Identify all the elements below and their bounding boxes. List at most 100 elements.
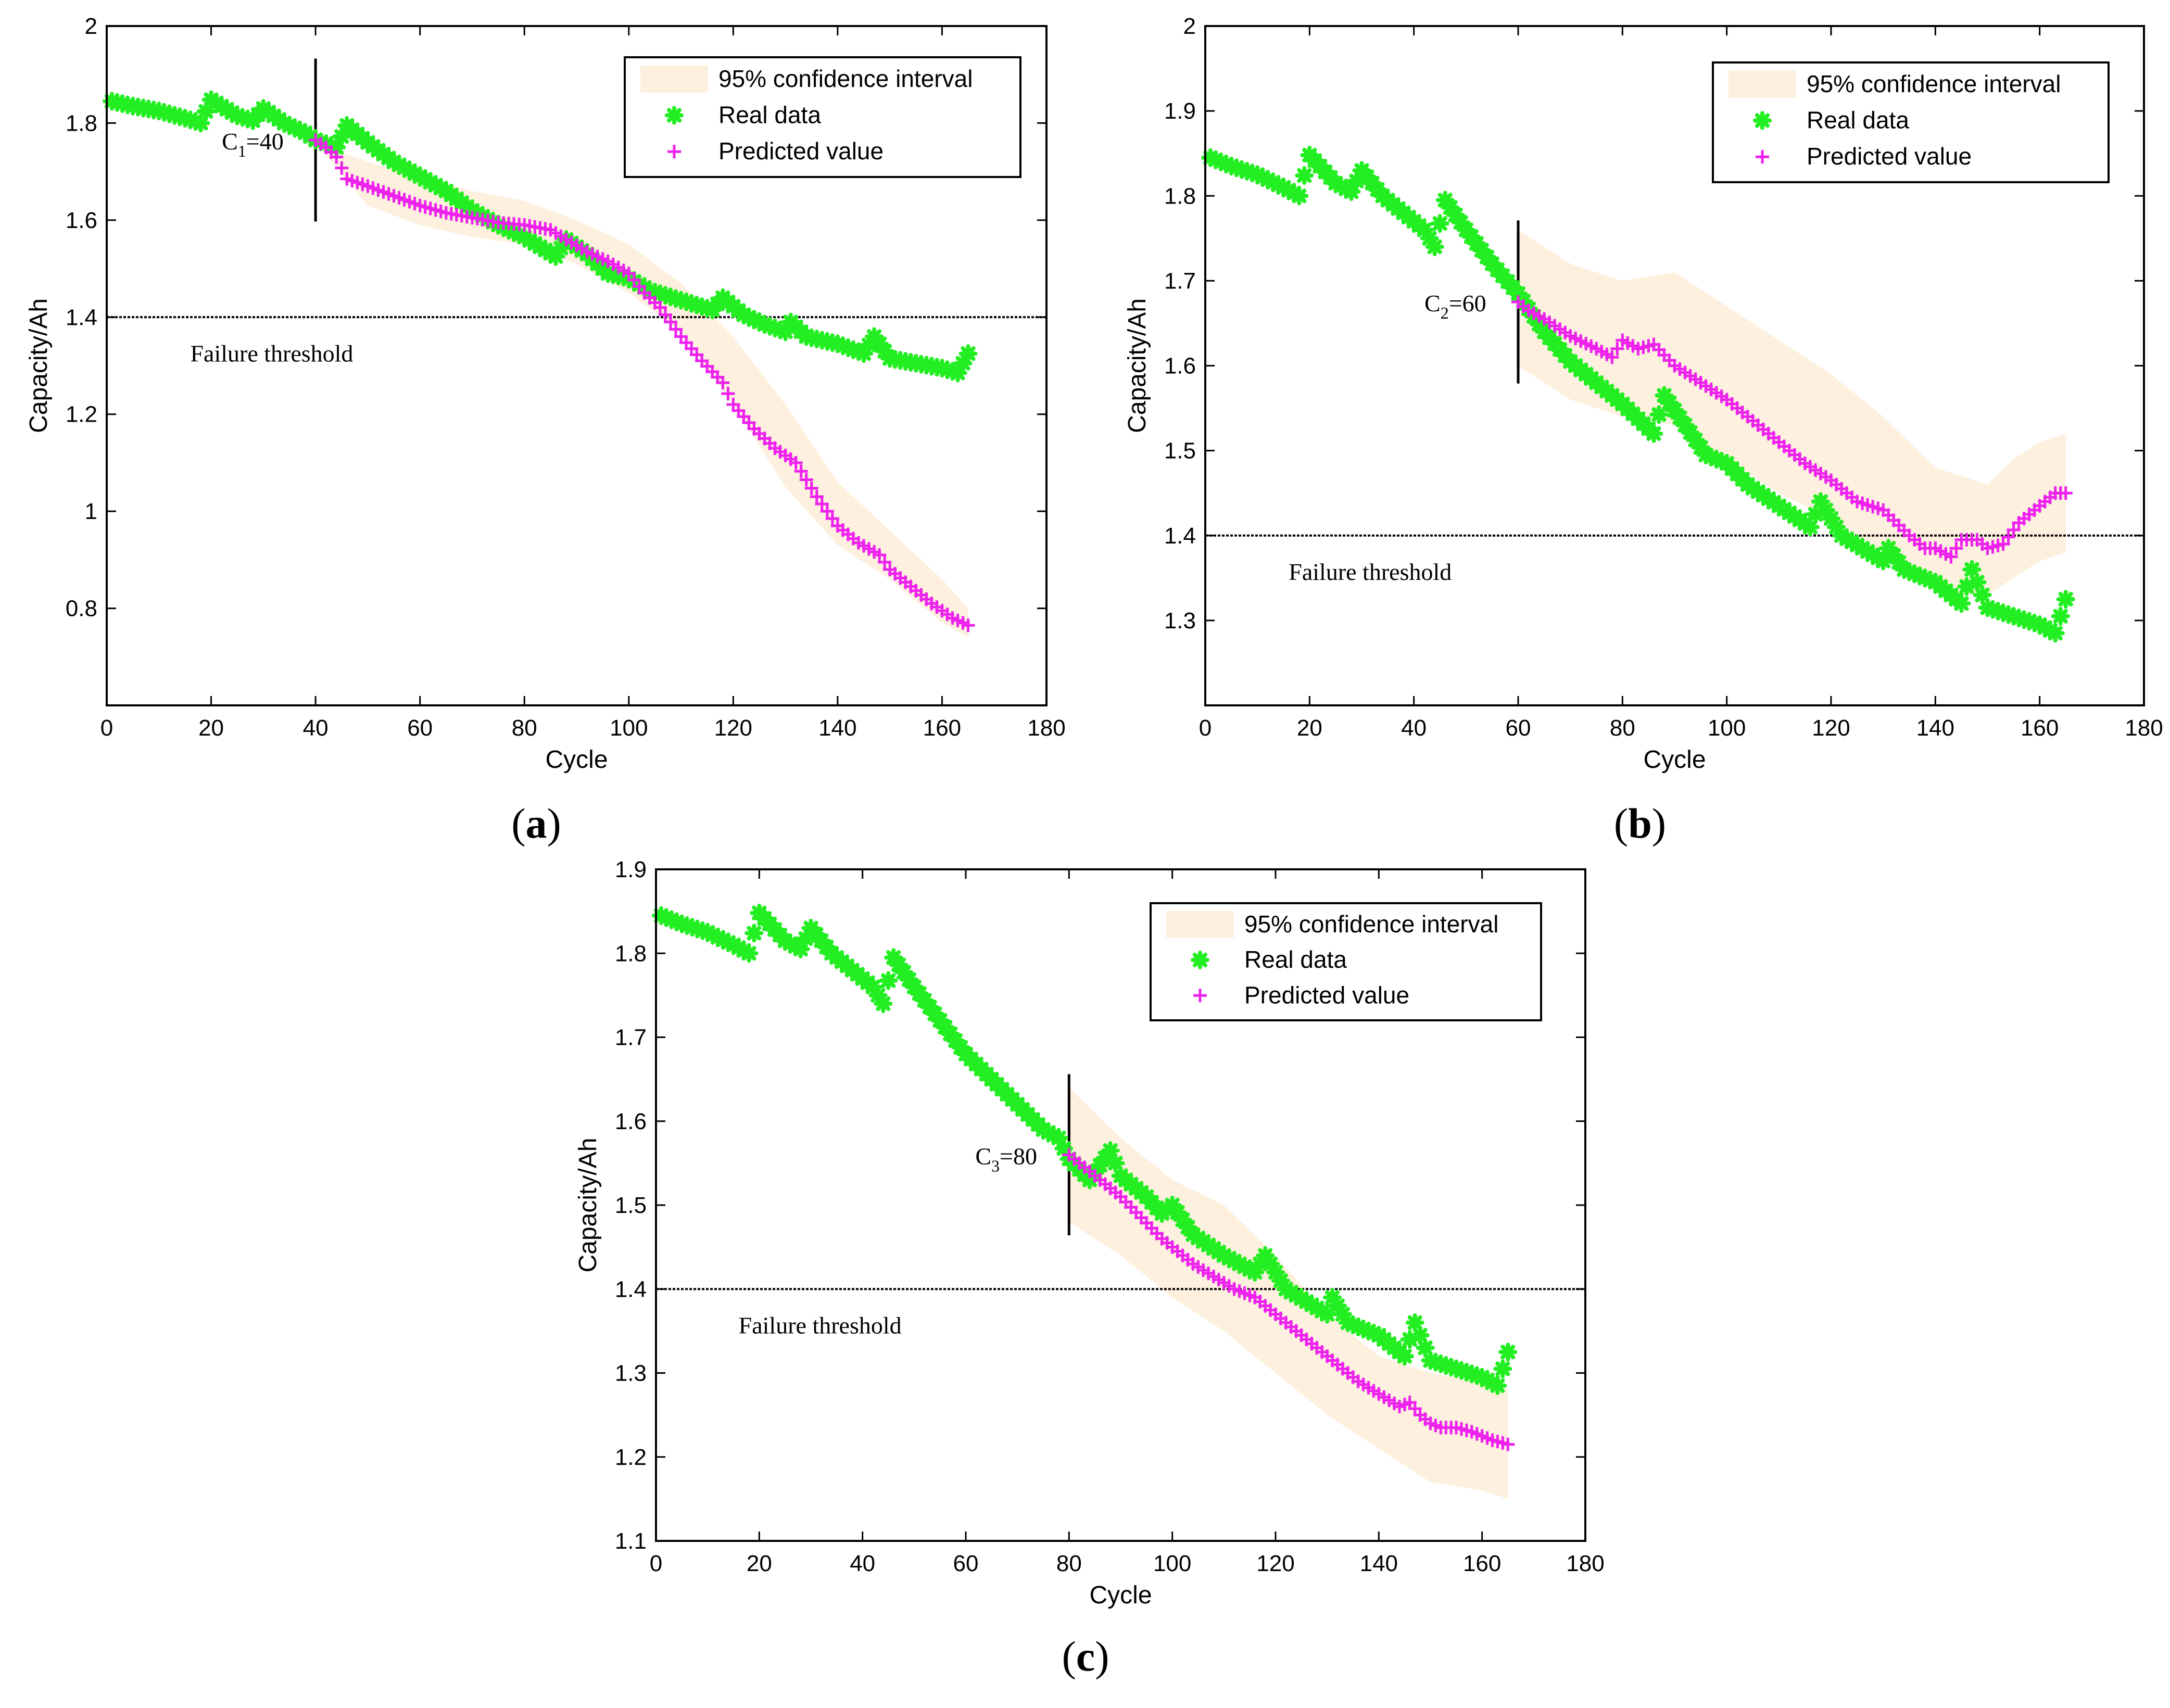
chart-b-real-point-66-stroke-2 — [1547, 336, 1562, 351]
chart-c-real-point-66-stroke-2 — [994, 1082, 1010, 1097]
chart-b-real-point-46-stroke-2 — [1443, 200, 1458, 215]
chart-a-real-point-52-stroke-3 — [376, 147, 391, 162]
chart-a-real-point-12-stroke-3 — [167, 108, 182, 123]
chart-c-real-point-133-stroke-3 — [1340, 1315, 1355, 1330]
chart-c-real-point-112 — [1230, 1254, 1249, 1273]
chart-b-real-point-66-stroke-3 — [1547, 336, 1562, 351]
chart-c-real-point-77-stroke-3 — [1051, 1130, 1066, 1146]
chart-b-real-point-88-stroke-3 — [1662, 395, 1677, 410]
chart-a-real-point-53-stroke-3 — [381, 150, 396, 166]
chart-b-real-point-136 — [1910, 566, 1929, 586]
chart-a-real-point-63-stroke-2 — [433, 181, 448, 196]
chart-a-pred-point-69 — [669, 322, 683, 336]
chart-c-real-point-113 — [1235, 1257, 1254, 1276]
chart-a-real-point-15-stroke-3 — [183, 112, 198, 128]
chart-c-pred-point-60 — [1372, 1387, 1386, 1401]
chart-c-real-point-128-stroke-2 — [1315, 1304, 1330, 1319]
chart-b-real-point-20-stroke-3 — [1307, 153, 1322, 168]
chart-b-real-point-9-stroke-2 — [1250, 167, 1265, 182]
chart-b-real-point-92-stroke-2 — [1683, 425, 1698, 440]
chart-c-real-point-52 — [920, 997, 939, 1017]
chart-a-real-point-115-stroke-3 — [705, 302, 720, 318]
chart-c-real-point-129-stroke-2 — [1320, 1307, 1335, 1322]
chart-b-real-point-114-stroke-3 — [1797, 516, 1812, 531]
chart-b-xtick-label-7: 140 — [1916, 715, 1954, 741]
chart-c-real-point-81-stroke-3 — [1072, 1162, 1087, 1177]
chart-b-real-point-12-stroke-2 — [1266, 175, 1281, 190]
chart-a-pred-point-95 — [804, 481, 818, 495]
chart-a-real-point-8-stroke-3 — [146, 103, 161, 118]
chart-b-pred-point-83 — [1944, 550, 1958, 564]
chart-a-real-point-97-stroke-2 — [611, 268, 626, 284]
chart-c-real-point-41-stroke-3 — [865, 979, 880, 994]
chart-c-pred-point-5 — [1088, 1169, 1102, 1183]
chart-b-pred-point-63 — [1840, 486, 1854, 500]
chart-b-confidence-band — [1518, 230, 2066, 595]
chart-c-real-point-44-stroke-3 — [881, 973, 896, 988]
chart-b-real-point-27 — [1342, 182, 1361, 201]
chart-b-real-point-156-stroke-2 — [2016, 612, 2032, 627]
chart-a-real-point-18-stroke-3 — [198, 104, 213, 119]
chart-b-real-point-81-stroke-2 — [1625, 406, 1641, 422]
chart-c-real-point-138-stroke-3 — [1366, 1325, 1381, 1340]
chart-b-real-point-140-stroke-3 — [1933, 579, 1948, 594]
chart-b-real-point-8-stroke-3 — [1245, 166, 1260, 181]
chart-a-real-point-86-stroke-3 — [553, 241, 569, 256]
chart-b-real-point-157 — [2020, 612, 2039, 631]
chart-b-real-point-27-stroke-2 — [1344, 184, 1359, 199]
chart-a-real-point-101 — [629, 275, 649, 294]
chart-b-real-point-30-stroke-3 — [1359, 169, 1374, 184]
chart-c-real-point-131-stroke-2 — [1330, 1298, 1345, 1313]
chart-a-real-point-92-stroke-3 — [585, 251, 600, 267]
chart-b-real-point-127 — [1863, 545, 1883, 564]
chart-a-pred-point-8 — [350, 175, 364, 189]
chart-b-real-point-123-stroke-3 — [1844, 534, 1860, 550]
chart-b-real-point-68 — [1556, 346, 1575, 365]
chart-a-real-point-60-stroke-3 — [418, 172, 433, 187]
chart-a-real-point-60-stroke-2 — [418, 172, 433, 187]
chart-c-real-point-143-stroke-2 — [1392, 1345, 1407, 1360]
chart-a-pred-point-88 — [768, 441, 782, 455]
chart-a-real-point-157-stroke-3 — [924, 359, 939, 374]
chart-a-real-point-56 — [395, 158, 414, 178]
chart-c-real-point-117 — [1256, 1246, 1275, 1265]
chart-a-real-point-25 — [233, 108, 252, 127]
chart-a-real-point-145 — [860, 335, 879, 355]
chart-a-real-point-80-stroke-2 — [522, 233, 537, 248]
chart-c-real-point-62-stroke-3 — [974, 1061, 989, 1077]
chart-c-real-point-127-stroke-2 — [1309, 1300, 1324, 1315]
chart-c-real-point-55-stroke-2 — [938, 1020, 953, 1035]
chart-a-pred-point-70 — [674, 330, 688, 344]
chart-c-real-point-157 — [1462, 1364, 1481, 1384]
chart-c-real-point-44 — [879, 971, 898, 990]
chart-c-real-point-69-stroke-2 — [1010, 1097, 1025, 1112]
chart-a-real-point-54-stroke-2 — [386, 154, 401, 170]
chart-c-real-point-141 — [1380, 1334, 1399, 1353]
chart-a-real-point-160 — [938, 360, 957, 379]
chart-a-real-point-11-stroke-3 — [162, 106, 177, 121]
chart-a-legend-box — [624, 56, 1021, 178]
chart-a-real-point-111 — [682, 294, 701, 313]
chart-c-real-point-157-stroke-3 — [1464, 1367, 1479, 1382]
chart-c-real-point-31-stroke-2 — [814, 933, 829, 948]
panel-label-a: (a) — [511, 800, 561, 847]
chart-c-real-point-93 — [1132, 1183, 1151, 1202]
chart-c-real-point-86-stroke-3 — [1097, 1150, 1113, 1166]
chart-a-real-point-125 — [755, 315, 774, 334]
chart-c-real-point-10 — [703, 925, 723, 944]
chart-c-real-point-60 — [961, 1049, 980, 1069]
chart-a-pred-point-104 — [852, 536, 865, 550]
chart-b-real-point-110 — [1774, 500, 1794, 519]
chart-a-pred-point-41 — [523, 219, 537, 233]
chart-a-pred-point-66 — [653, 300, 667, 314]
chart-c-real-point-54-stroke-2 — [932, 1013, 948, 1028]
chart-c-real-point-13 — [718, 933, 738, 952]
chart-a-pred-point-19 — [408, 197, 422, 211]
chart-a-pred-point-15 — [387, 189, 401, 203]
chart-a-real-point-151-stroke-3 — [893, 353, 908, 368]
chart-c-real-point-63-stroke-2 — [979, 1067, 994, 1082]
chart-a-real-point-134-stroke-2 — [804, 330, 819, 345]
chart-c-real-point-49-stroke-3 — [906, 979, 922, 994]
chart-b-real-point-128-stroke-3 — [1871, 550, 1886, 565]
chart-b-pred-point-17 — [1600, 347, 1614, 361]
